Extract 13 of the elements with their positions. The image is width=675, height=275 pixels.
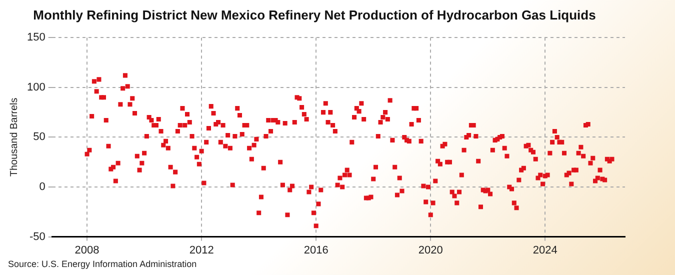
x-tick-label: 2012 <box>189 244 214 256</box>
y-tick-label: 100 <box>26 81 46 94</box>
x-tick-label: 2024 <box>532 244 558 256</box>
source-note: Source: U.S. Energy Information Administration <box>8 259 197 269</box>
y-tick-label: -50 <box>29 230 46 243</box>
x-tick-label: 2008 <box>74 244 100 256</box>
y-axis-title: Thousand Barrels <box>8 98 20 177</box>
y-tick-label: 150 <box>26 32 46 44</box>
y-tick-label: 0 <box>39 181 46 194</box>
chart-title: Monthly Refining District New Mexico Refinery Net Production of Hydrocarbon Gas Liquids <box>33 7 596 22</box>
y-tick-label: 50 <box>33 131 46 144</box>
x-tick-label: 2016 <box>304 244 328 256</box>
x-tick-label: 2020 <box>418 244 443 256</box>
